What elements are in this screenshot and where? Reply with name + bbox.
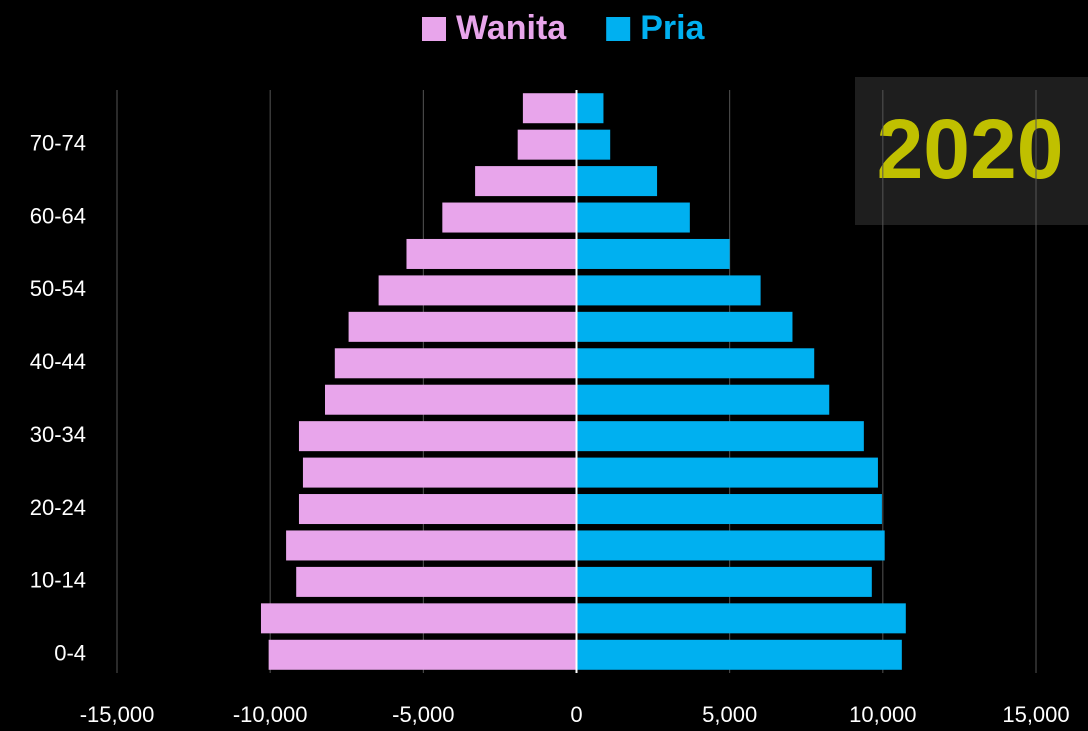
x-tick-label: 5,000 [702,702,757,727]
bar [576,566,872,597]
bar [260,603,577,634]
legend-label: Pria [640,9,705,47]
bar [302,457,577,488]
y-tick-label: 10-14 [30,568,86,593]
annotation-box [855,77,1088,225]
bar [298,421,577,452]
bar [576,457,878,488]
bar [576,202,690,233]
y-tick-label: 40-44 [30,349,86,374]
x-tick-label: 15,000 [1002,702,1069,727]
legend-swatch [606,17,631,41]
bar [325,384,577,415]
bar [296,566,577,597]
x-tick-label: 0 [570,702,582,727]
legend-swatch [422,17,446,41]
bar [576,275,761,306]
bar [286,530,577,561]
bar [576,384,830,415]
bar [576,603,906,634]
y-tick-label: 30-34 [30,422,86,447]
bar [334,348,577,379]
bar [576,348,815,379]
bar [522,93,577,124]
bar [406,238,577,269]
y-tick-label: 60-64 [30,203,86,228]
y-tick-label: 50-54 [30,276,86,301]
x-tick-label: -5,000 [392,702,454,727]
bar [576,639,902,670]
bar [576,494,882,525]
bar [576,93,604,124]
bar [378,275,577,306]
bar [576,530,885,561]
x-tick-label: 10,000 [849,702,916,727]
y-tick-label: 70-74 [30,130,86,155]
bar [517,129,577,160]
bar [576,311,793,342]
legend-label: Wanita [456,9,567,47]
bar [475,166,577,197]
y-tick-label: 20-24 [30,495,86,520]
x-tick-label: -10,000 [233,702,308,727]
bar [576,129,611,160]
y-tick-label: 0-4 [54,641,86,666]
annotation: 2020 [877,102,1064,196]
bar [268,639,577,670]
bar [576,421,864,452]
bar [348,311,577,342]
bar [298,494,577,525]
bar [576,166,658,197]
bar [442,202,577,233]
bar [576,238,730,269]
x-tick-label: -15,000 [80,702,155,727]
